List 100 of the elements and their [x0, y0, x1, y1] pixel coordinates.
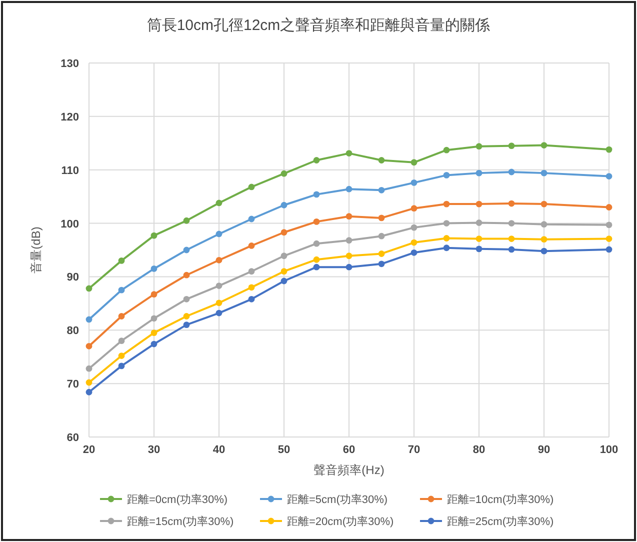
- point: [313, 157, 320, 164]
- point: [476, 170, 482, 176]
- point: [346, 237, 352, 244]
- point: [150, 291, 158, 298]
- point: [508, 236, 515, 242]
- point: [248, 184, 255, 190]
- point: [118, 338, 125, 344]
- point: [540, 236, 548, 243]
- y-tick-label: 80: [66, 325, 79, 338]
- point: [86, 388, 92, 396]
- point: [280, 268, 288, 275]
- point: [280, 252, 288, 260]
- point: [346, 213, 352, 220]
- point: [183, 217, 190, 224]
- point: [313, 256, 320, 263]
- point: [150, 330, 158, 336]
- point: [86, 342, 92, 350]
- point: [216, 230, 222, 238]
- point: [508, 246, 515, 253]
- point: [118, 352, 125, 359]
- point: [150, 266, 158, 272]
- point: [118, 313, 125, 320]
- point: [476, 246, 482, 252]
- x-tick-label: 100: [600, 444, 618, 456]
- point: [183, 272, 190, 278]
- point: [606, 204, 612, 210]
- point: [540, 200, 548, 208]
- y-tick-label: 120: [60, 111, 79, 124]
- x-axis-title: 聲音頻率(Hz): [314, 463, 384, 477]
- point: [378, 157, 385, 164]
- y-tick-label: 90: [66, 272, 79, 284]
- point: [410, 239, 418, 246]
- point: [118, 257, 125, 264]
- y-tick-label: 100: [60, 218, 79, 230]
- point: [606, 236, 612, 242]
- point: [216, 310, 222, 316]
- point: [410, 159, 418, 166]
- point: [150, 315, 158, 322]
- chart-title: 筒長10cm孔徑12cm之聲音頻率和距離與音量的關係: [146, 17, 490, 34]
- point: [313, 240, 320, 247]
- y-tick-label: 70: [66, 378, 79, 391]
- point: [313, 218, 320, 225]
- point: [540, 142, 548, 148]
- point: [248, 296, 255, 302]
- point: [540, 170, 548, 176]
- legend-label: 距離=25cm(功率30%): [447, 515, 554, 528]
- point: [443, 146, 450, 154]
- x-tick-label: 70: [408, 444, 420, 456]
- point: [606, 222, 612, 228]
- point: [118, 362, 125, 370]
- x-tick-label: 30: [148, 444, 160, 456]
- legend-label: 距離=0cm(功率30%): [127, 493, 228, 506]
- point: [150, 340, 158, 348]
- point: [86, 379, 92, 386]
- point: [508, 142, 515, 150]
- point: [508, 200, 515, 207]
- x-tick-label: 20: [82, 444, 96, 456]
- point: [280, 229, 288, 236]
- point: [410, 179, 418, 186]
- point: [443, 200, 450, 208]
- point: [508, 220, 515, 226]
- y-tick-label: 60: [66, 432, 79, 444]
- point: [443, 220, 450, 226]
- point: [410, 249, 418, 256]
- point: [280, 170, 288, 177]
- legend-label: 距離=10cm(功率30%): [447, 493, 554, 506]
- y-tick-label: 110: [61, 164, 79, 177]
- point: [118, 286, 125, 294]
- point: [313, 264, 320, 270]
- point: [378, 214, 385, 222]
- point: [248, 216, 255, 222]
- point: [476, 200, 482, 208]
- point: [248, 268, 255, 275]
- point: [508, 168, 515, 176]
- point: [86, 316, 92, 323]
- point: [346, 150, 352, 156]
- point: [410, 205, 418, 212]
- point: [476, 236, 482, 242]
- point: [313, 191, 320, 198]
- point: [606, 173, 612, 180]
- point: [606, 146, 612, 153]
- point: [183, 296, 190, 302]
- point: [216, 200, 222, 206]
- point: [476, 220, 482, 226]
- point: [443, 244, 450, 252]
- point: [183, 322, 190, 328]
- point: [86, 285, 92, 292]
- point: [86, 365, 92, 372]
- point: [216, 300, 222, 306]
- point: [280, 278, 288, 284]
- legend-label: 距離=5cm(功率30%): [287, 493, 388, 506]
- point: [443, 172, 450, 178]
- point: [346, 186, 352, 192]
- legend-label: 距離=20cm(功率30%): [287, 515, 394, 528]
- point: [150, 232, 158, 239]
- y-axis-title: 音量(dB): [29, 226, 43, 274]
- x-tick-label: 90: [538, 444, 550, 456]
- x-tick-label: 50: [278, 444, 290, 456]
- point: [378, 250, 385, 257]
- point: [183, 313, 190, 320]
